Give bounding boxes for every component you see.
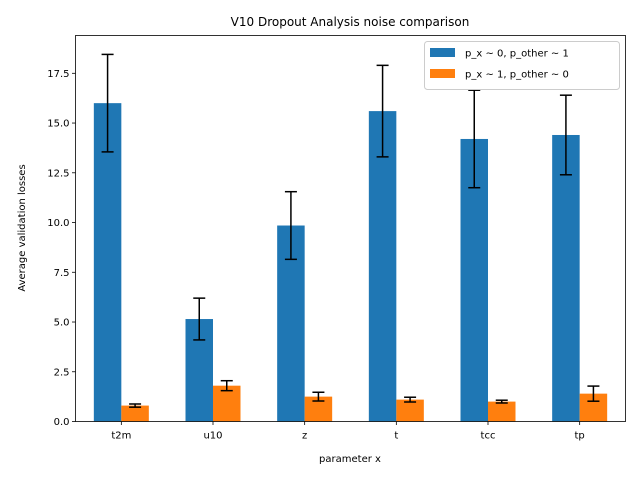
x-tick-label: z [302,431,307,442]
x-tick-label: u10 [203,431,222,442]
x-tick-label: t [394,431,398,442]
x-tick-label: tp [575,431,585,442]
y-tick-label: 7.5 [54,268,70,279]
chart-title: V10 Dropout Analysis noise comparison [231,15,470,29]
error-bar-0-tp [559,94,572,176]
y-tick-label: 15.0 [47,119,69,130]
error-bar-1-t2m [129,403,142,408]
bar-0-t2m [93,103,122,422]
legend-label-0: p_x ~ 0, p_other ~ 1 [465,49,569,60]
legend-label-1: p_x ~ 1, p_other ~ 0 [465,70,569,81]
error-bar-1-tcc [495,399,508,404]
y-tick-label: 17.5 [47,69,69,80]
y-tick-label: 5.0 [54,318,70,329]
error-bar-0-tcc [468,89,481,189]
bar-0-tp [552,134,580,422]
error-bar-0-u10 [193,297,206,341]
y-tick-label: 2.5 [54,367,70,378]
bar-1-t2m [121,405,149,422]
x-tick-label: tcc [481,431,496,442]
bar-1-t [396,399,424,422]
x-tick-label: t2m [111,431,131,442]
legend-swatch-0 [430,48,455,57]
legend: p_x ~ 0, p_other ~ 1 p_x ~ 1, p_other ~ 0 [424,41,620,90]
legend-frame [424,41,620,90]
plot-frame [75,35,626,422]
error-bar-1-z [312,391,325,402]
y-tick-label: 10.0 [47,218,69,229]
error-bar-1-t [404,396,417,403]
bar-0-t [368,111,397,422]
bar-1-u10 [213,385,241,422]
legend-swatch-1 [430,69,455,78]
y-axis: 0.0 2.5 5.0 7.5 10.0 12.5 15.0 17.5 [47,69,76,428]
bar-1-tcc [488,401,516,422]
error-bar-0-t2m [101,53,114,153]
error-bar-1-tp [587,385,600,402]
y-tick-label: 0.0 [54,417,70,428]
y-tick-label: 12.5 [47,168,69,179]
error-bar-1-u10 [220,379,233,392]
y-axis-label: Average validation losses [17,164,28,291]
x-axis-label: parameter x [319,454,381,465]
x-axis: t2m u10 z t tcc tp [111,421,585,442]
error-bar-0-z [284,190,297,261]
error-bar-0-t [376,64,389,158]
plot-area [93,53,608,422]
